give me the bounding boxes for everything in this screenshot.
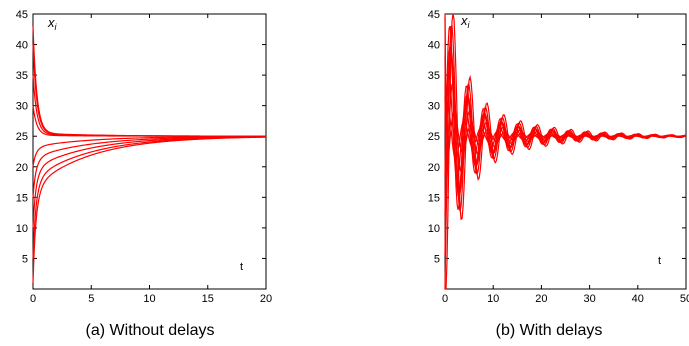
caption-b: (b) With delays [496, 322, 603, 339]
panel-a-x-tick-label: 0 [30, 293, 36, 305]
panel-b-y-tick-label: 45 [428, 9, 440, 21]
panel-a-y-tick-label: 15 [16, 192, 28, 204]
panel-a-x-tick-label: 20 [260, 293, 272, 305]
panel-b-series-line [445, 14, 686, 289]
panel-a-x-tick-label: 5 [88, 293, 94, 305]
panel-a-series-line [33, 45, 266, 137]
panel-a-x-tick-label: 15 [202, 293, 214, 305]
panel-a-y-tick-label: 40 [16, 40, 28, 52]
panel-b-x-tick-label: 30 [583, 293, 595, 305]
panel-b-series-line [445, 14, 686, 210]
panel-a-chart: 0 5 10 15 20 5 10 15 20 25 30 35 40 45 xi t [16, 9, 272, 305]
panel-b-x-tick-label: 10 [487, 293, 499, 305]
panel-a-y-tick-label: 45 [16, 9, 28, 21]
panel-b-series [445, 14, 686, 289]
panel-a-y-axis-label: xi [47, 15, 58, 32]
panel-a-y-tick-label: 25 [16, 131, 28, 143]
panel-a-series-line [33, 137, 266, 258]
panel-b-x-axis-label: t [658, 255, 661, 267]
panel-b-frame [445, 14, 686, 289]
panel-b-series-line [445, 46, 686, 256]
panel-b-x-tick-label: 20 [535, 293, 547, 305]
panel-b-y-tick-label: 10 [428, 223, 440, 235]
panel-b-chart: 0 10 20 30 40 50 5 10 15 20 25 30 35 40 45 xi t [428, 9, 689, 305]
panel-b-y-tick-label: 25 [428, 131, 440, 143]
panel-b-y-tick-label: 20 [428, 162, 440, 174]
panel-b-y-tick-label: 5 [434, 253, 440, 265]
panel-b-ticks: 0 10 20 30 40 50 5 10 15 20 25 30 35 40 45 [428, 9, 689, 305]
panel-a-series-line [33, 137, 266, 283]
panel-a-x-tick-label: 10 [143, 293, 155, 305]
panel-a-y-tick-label: 35 [16, 70, 28, 82]
panel-a-series-line [33, 137, 266, 228]
panel-a-series-line [33, 75, 266, 136]
panel-b-y-tick-label: 30 [428, 101, 440, 113]
panel-b-y-tick-label: 35 [428, 70, 440, 82]
panel-a-y-tick-label: 10 [16, 223, 28, 235]
panel-b-y-tick-label: 15 [428, 192, 440, 204]
panel-b-y-tick-label: 40 [428, 40, 440, 52]
panel-b-x-tick-label: 40 [632, 293, 644, 305]
panel-a-series-line [33, 106, 266, 137]
caption-a: (a) Without delays [86, 322, 215, 339]
panel-b-x-tick-label: 50 [680, 293, 689, 305]
panel-a-ticks: 0 5 10 15 20 5 10 15 20 25 30 35 40 45 [16, 9, 272, 305]
panel-a-x-axis-label: t [240, 261, 243, 273]
panel-b-y-axis-label: xi [460, 13, 471, 30]
panel-a-frame [33, 14, 266, 289]
panel-a-series [33, 26, 266, 283]
panel-a-series-line [33, 137, 266, 198]
panel-a-series-line [33, 26, 266, 136]
panel-a-y-tick-label: 20 [16, 162, 28, 174]
panel-a-y-tick-label: 30 [16, 101, 28, 113]
panel-a-y-tick-label: 5 [22, 253, 28, 265]
panel-b-x-tick-label: 0 [442, 293, 448, 305]
